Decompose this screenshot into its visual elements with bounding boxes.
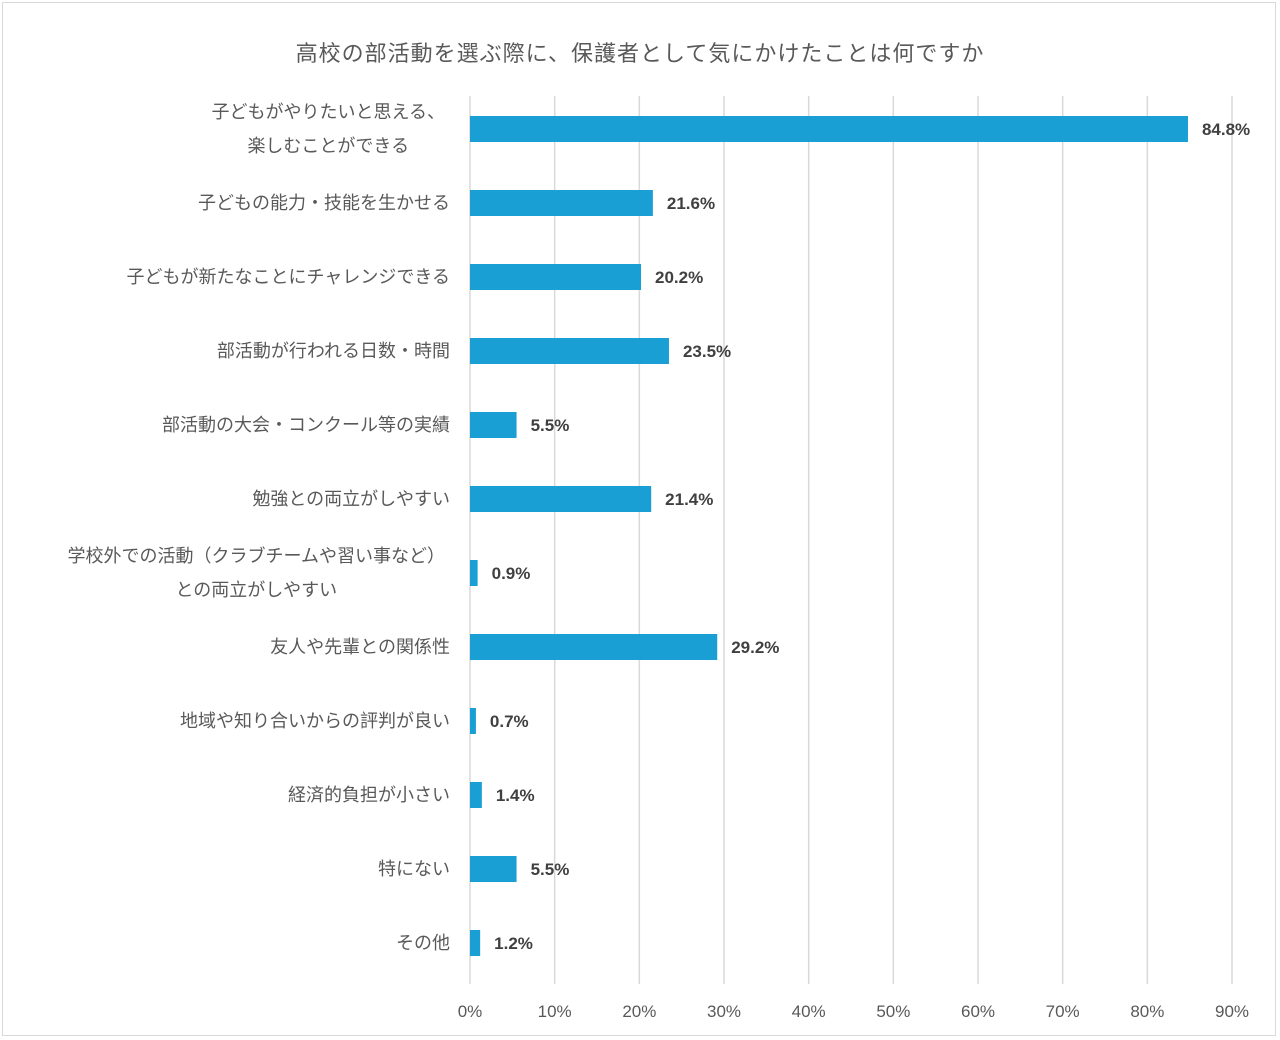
x-tick-label: 50% xyxy=(876,1002,910,1021)
value-label: 5.5% xyxy=(531,860,570,879)
x-tick-label: 70% xyxy=(1046,1002,1080,1021)
x-tick-label: 80% xyxy=(1130,1002,1164,1021)
bar xyxy=(470,486,652,512)
bar xyxy=(470,782,482,808)
grid-lines xyxy=(469,96,1233,984)
value-label: 20.2% xyxy=(655,268,703,287)
chart-title: 高校の部活動を選ぶ際に、保護者として気にかけたことは何ですか xyxy=(295,42,985,67)
bar xyxy=(470,708,476,734)
bar xyxy=(470,560,478,586)
bar xyxy=(470,930,481,956)
category-label: 勉強との両立がしやすい xyxy=(252,489,450,510)
bar xyxy=(470,264,642,290)
value-label: 0.7% xyxy=(490,712,529,731)
category-label: 経済的負担が小さい xyxy=(288,785,450,806)
category-label: 特にない xyxy=(378,859,450,880)
category-label: 学校外での活動（クラブチームや習い事など） xyxy=(68,545,445,567)
x-tick-label: 20% xyxy=(622,1002,656,1021)
value-label: 23.5% xyxy=(683,342,731,361)
bar xyxy=(470,634,718,660)
value-label: 1.4% xyxy=(496,786,535,805)
category-labels: 子どもがやりたいと思える、楽しむことができる子どもの能力・技能を生かせる子どもが… xyxy=(68,102,450,954)
bar xyxy=(470,116,1188,142)
category-label: 楽しむことができる xyxy=(247,136,409,157)
x-tick-labels: 0% 10% 20% 30% 40% 50% 60% 70% 80% 90% xyxy=(458,1002,1249,1021)
x-tick-label: 0% xyxy=(458,1002,483,1021)
value-label: 1.2% xyxy=(494,934,533,953)
x-tick-label: 90% xyxy=(1215,1002,1249,1021)
bar xyxy=(470,412,517,438)
value-label: 84.8% xyxy=(1202,120,1250,139)
value-label: 5.5% xyxy=(531,416,570,435)
x-tick-label: 10% xyxy=(538,1002,572,1021)
value-labels: 84.8% 21.6% 20.2% 23.5% 5.5% 21.4% 0.9% 29.2% 0.… xyxy=(490,120,1250,953)
category-label: 部活動が行われる日数・時間 xyxy=(217,341,450,362)
x-tick-label: 60% xyxy=(961,1002,995,1021)
x-tick-label: 30% xyxy=(707,1002,741,1021)
category-label: 地域や知り合いからの評判が良い xyxy=(180,711,450,732)
category-label: 部活動の大会・コンクール等の実績 xyxy=(162,415,450,436)
bar xyxy=(470,338,669,364)
x-tick-label: 40% xyxy=(792,1002,826,1021)
category-label: その他 xyxy=(396,933,450,954)
bar xyxy=(470,190,653,216)
value-label: 21.6% xyxy=(667,194,715,213)
category-label: 子どもがやりたいと思える、 xyxy=(212,102,445,123)
category-label: 子どもの能力・技能を生かせる xyxy=(198,193,450,214)
value-label: 21.4% xyxy=(665,490,713,509)
value-label: 29.2% xyxy=(731,638,779,657)
category-label: 子どもが新たなことにチャレンジできる xyxy=(127,267,450,288)
value-label: 0.9% xyxy=(492,564,531,583)
category-label: との両立がしやすい xyxy=(175,580,337,601)
category-label: 友人や先輩との関係性 xyxy=(270,637,450,658)
bars xyxy=(470,116,1188,956)
bar xyxy=(470,856,517,882)
